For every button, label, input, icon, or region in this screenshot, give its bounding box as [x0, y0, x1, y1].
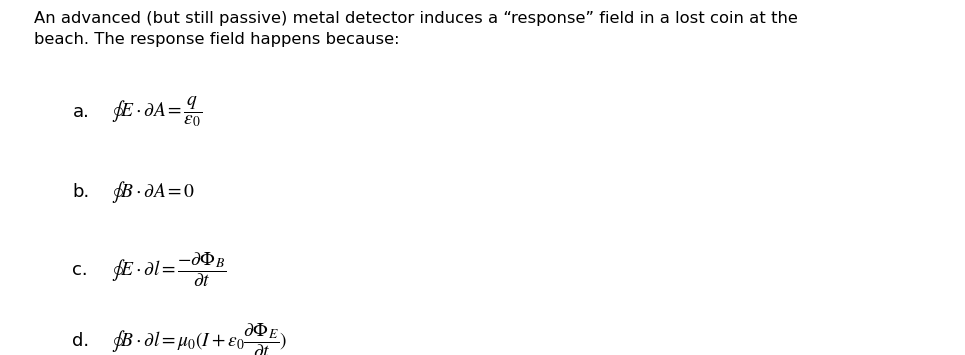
- Text: d.: d.: [72, 332, 90, 350]
- Text: $\oint E \cdot \partial l = \dfrac{-\partial \Phi_B}{\partial t}$: $\oint E \cdot \partial l = \dfrac{-\par…: [111, 250, 227, 289]
- Text: $\oint B \cdot \partial A = 0$: $\oint B \cdot \partial A = 0$: [111, 179, 195, 205]
- Text: An advanced (but still passive) metal detector induces a “response” field in a l: An advanced (but still passive) metal de…: [34, 11, 798, 47]
- Text: c.: c.: [72, 261, 88, 279]
- Text: $\oint B \cdot \partial l = \mu_0(I + \epsilon_0 \dfrac{\partial \Phi_E}{\partia: $\oint B \cdot \partial l = \mu_0(I + \e…: [111, 321, 288, 355]
- Text: b.: b.: [72, 183, 90, 201]
- Text: a.: a.: [72, 103, 89, 121]
- Text: $\oint E \cdot \partial A = \dfrac{q}{\epsilon_0}$: $\oint E \cdot \partial A = \dfrac{q}{\e…: [111, 94, 203, 129]
